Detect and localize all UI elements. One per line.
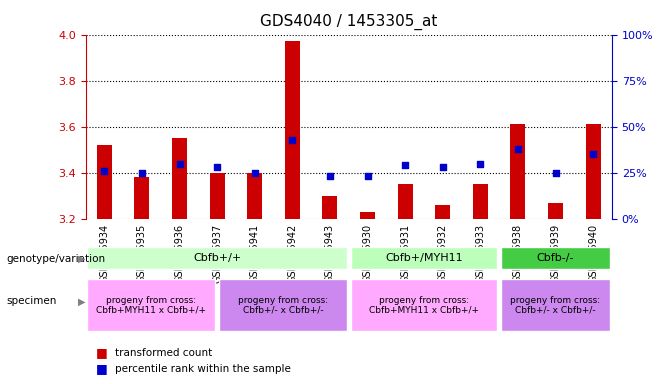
Bar [219, 280, 347, 331]
Text: ■: ■ [95, 362, 107, 376]
Text: ▶: ▶ [78, 254, 85, 264]
Bar [88, 247, 347, 270]
Bar [285, 41, 300, 219]
Text: progeny from cross:
Cbfb+MYH11 x Cbfb+/+: progeny from cross: Cbfb+MYH11 x Cbfb+/+ [369, 296, 479, 315]
Point [212, 164, 222, 170]
Point [137, 170, 147, 176]
Text: percentile rank within the sample: percentile rank within the sample [115, 364, 291, 374]
Bar [501, 280, 610, 331]
Bar [97, 145, 112, 219]
Bar [397, 184, 413, 219]
Bar [134, 177, 149, 219]
Bar [172, 138, 187, 219]
Point [287, 137, 297, 143]
Point [99, 168, 110, 174]
Point [550, 170, 561, 176]
Text: progeny from cross:
Cbfb+/- x Cbfb+/-: progeny from cross: Cbfb+/- x Cbfb+/- [511, 296, 601, 315]
Point [363, 174, 373, 180]
Text: ■: ■ [95, 346, 107, 359]
Bar [351, 280, 497, 331]
Text: Cbfb-/-: Cbfb-/- [537, 253, 574, 263]
Point [588, 151, 598, 157]
Bar [473, 184, 488, 219]
Bar [435, 205, 450, 219]
Bar [548, 203, 563, 219]
Bar [360, 212, 375, 219]
Text: genotype/variation: genotype/variation [7, 254, 106, 264]
Point [249, 170, 260, 176]
Bar [511, 124, 526, 219]
Point [475, 161, 486, 167]
Text: progeny from cross:
Cbfb+/- x Cbfb+/-: progeny from cross: Cbfb+/- x Cbfb+/- [238, 296, 328, 315]
Text: transformed count: transformed count [115, 348, 213, 358]
Title: GDS4040 / 1453305_at: GDS4040 / 1453305_at [260, 14, 438, 30]
Bar [322, 196, 338, 219]
Point [513, 146, 523, 152]
Text: Cbfb+/MYH11: Cbfb+/MYH11 [385, 253, 463, 263]
Bar [88, 280, 215, 331]
Point [174, 161, 185, 167]
Text: Cbfb+/+: Cbfb+/+ [193, 253, 241, 263]
Text: progeny from cross:
Cbfb+MYH11 x Cbfb+/+: progeny from cross: Cbfb+MYH11 x Cbfb+/+ [96, 296, 207, 315]
Bar [351, 247, 497, 270]
Point [400, 162, 411, 169]
Bar [247, 173, 263, 219]
Text: ▶: ▶ [78, 296, 85, 306]
Text: specimen: specimen [7, 296, 57, 306]
Bar [586, 124, 601, 219]
Bar [501, 247, 610, 270]
Point [438, 164, 448, 170]
Bar [210, 173, 224, 219]
Point [324, 174, 335, 180]
